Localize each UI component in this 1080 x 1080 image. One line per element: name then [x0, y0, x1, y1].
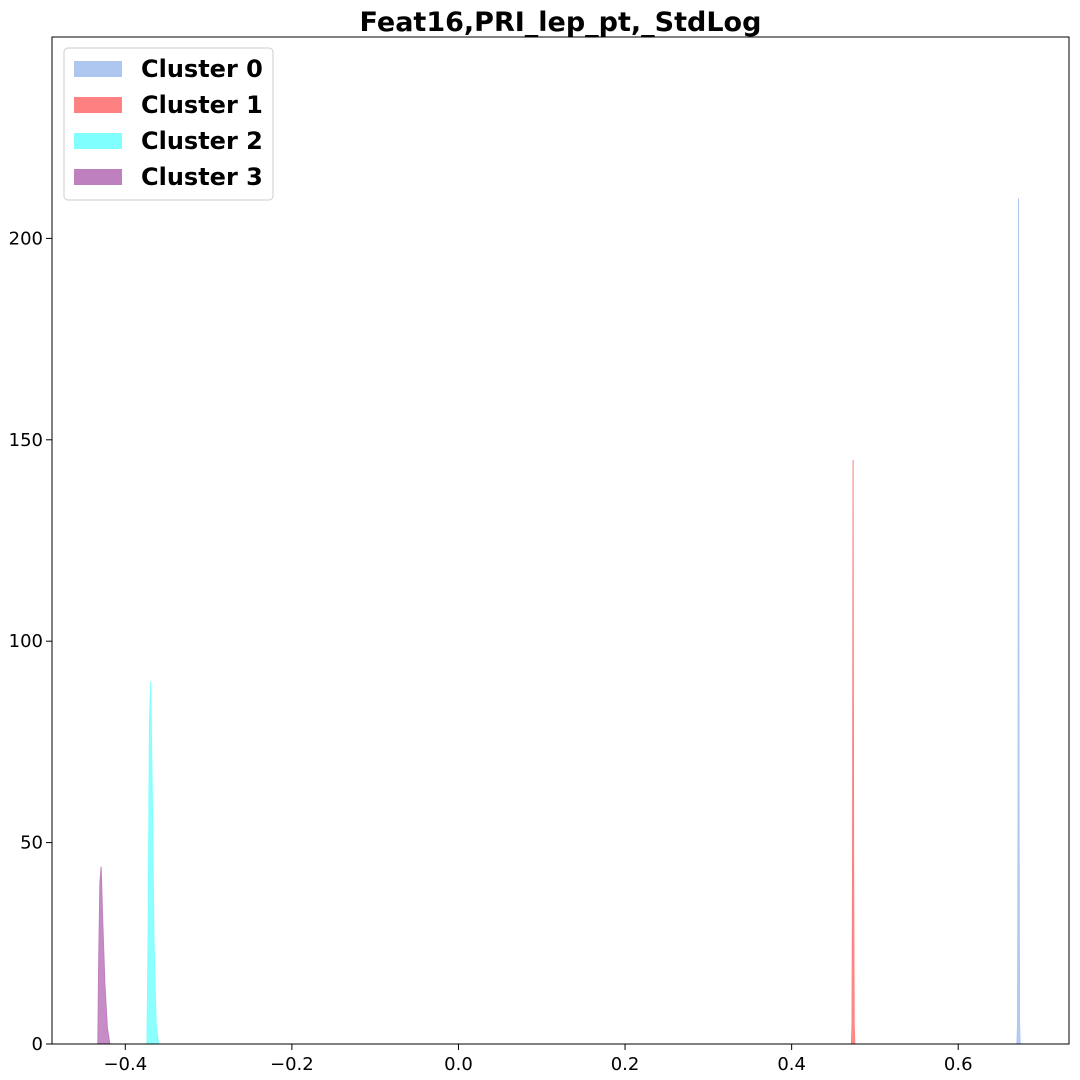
y-axis: 0 50 100 150 200	[9, 228, 52, 1055]
x-tick-label: −0.4	[103, 1054, 147, 1075]
x-tick-label: 0.4	[777, 1054, 806, 1075]
y-tick-label: 150	[9, 430, 43, 451]
x-tick-label: 0.6	[944, 1054, 973, 1075]
y-tick-label: 50	[20, 833, 43, 854]
series-area-cluster-2	[146, 681, 160, 1045]
legend: Cluster 0 Cluster 1 Cluster 2 Cluster 3	[63, 47, 274, 201]
x-axis: −0.4 −0.2 0.0 0.2 0.4 0.6	[103, 1044, 973, 1075]
legend-box	[63, 47, 274, 201]
y-tick-label: 0	[32, 1034, 43, 1055]
legend-swatch-cluster-1	[74, 97, 122, 113]
series-layer	[97, 198, 1021, 1045]
legend-swatch-cluster-2	[74, 133, 122, 149]
x-tick-label: 0.2	[611, 1054, 640, 1075]
legend-label-cluster-2: Cluster 2	[141, 127, 263, 155]
legend-label-cluster-0: Cluster 0	[141, 55, 263, 83]
series-area-cluster-1	[850, 459, 856, 1045]
axes-frame	[51, 36, 1070, 1045]
x-tick-label: 0.0	[444, 1054, 473, 1075]
legend-label-cluster-1: Cluster 1	[141, 91, 263, 119]
legend-swatch-cluster-3	[74, 169, 122, 185]
legend-swatch-cluster-0	[74, 61, 122, 77]
y-tick-label: 100	[9, 631, 43, 652]
series-area-cluster-3	[97, 866, 111, 1045]
chart-title: Feat16,PRI_lep_pt,_StdLog	[360, 7, 762, 38]
series-area-cluster-0	[1016, 198, 1021, 1045]
y-tick-label: 200	[9, 228, 43, 249]
legend-label-cluster-3: Cluster 3	[141, 163, 263, 191]
x-tick-label: −0.2	[270, 1054, 314, 1075]
